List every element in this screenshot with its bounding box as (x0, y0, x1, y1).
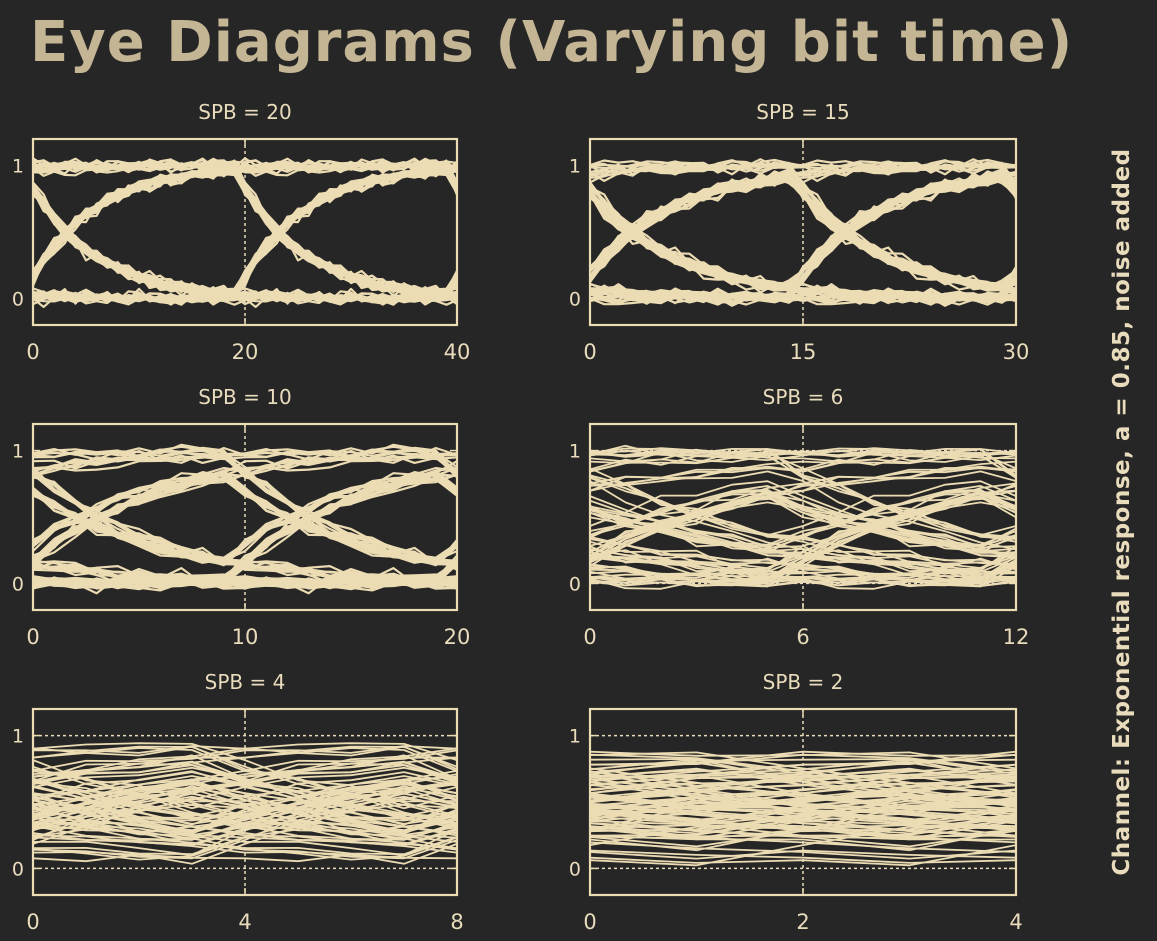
eye-trace (33, 490, 457, 583)
eye-trace (590, 789, 1016, 811)
y-tick-label: 1 (569, 441, 581, 463)
eye-trace (33, 291, 457, 308)
panel-title: SPB = 6 (763, 385, 844, 409)
eye-trace (590, 849, 1016, 860)
y-tick-label: 1 (12, 156, 24, 178)
eye-trace (590, 827, 1016, 852)
eye-trace (33, 167, 457, 295)
eye-trace (33, 783, 457, 834)
eye-trace (590, 750, 1016, 770)
y-tick-label: 1 (569, 726, 581, 748)
eye-trace (33, 771, 457, 824)
x-tick-label: 4 (1009, 910, 1022, 934)
eye-panel-20: SPB = 20 0 20 40 0 1 (12, 100, 470, 364)
y-tick-label: 1 (12, 441, 24, 463)
eye-trace (590, 454, 1016, 487)
panel-title: SPB = 4 (205, 670, 286, 694)
eye-trace (33, 781, 457, 836)
eye-trace (590, 485, 1016, 548)
eye-traces (33, 742, 457, 865)
y-tick-label: 0 (12, 858, 24, 880)
y-tick-label: 1 (569, 156, 581, 178)
eye-trace (33, 477, 457, 591)
y-tick-label: 0 (12, 288, 24, 310)
panel-title: SPB = 20 (198, 100, 291, 124)
x-tick-label: 0 (583, 910, 596, 934)
eye-trace (590, 501, 1016, 583)
eye-trace (590, 174, 1016, 292)
eye-trace (33, 780, 457, 849)
eye-trace (590, 796, 1016, 825)
x-tick-label: 8 (450, 910, 463, 934)
x-tick-label: 0 (26, 340, 39, 364)
eye-trace (33, 157, 457, 188)
eye-trace (590, 824, 1016, 852)
eye-trace (33, 159, 457, 186)
x-tick-label: 0 (583, 340, 596, 364)
x-tick-label: 6 (796, 625, 809, 649)
eye-panel-10: SPB = 10 0 10 20 0 1 (12, 385, 470, 649)
eye-trace (590, 451, 1016, 479)
eye-traces (590, 750, 1016, 867)
eye-trace (590, 467, 1016, 559)
x-tick-label: 12 (1003, 625, 1030, 649)
x-tick-label: 15 (790, 340, 817, 364)
panel-title: SPB = 2 (763, 670, 844, 694)
eye-trace (33, 185, 457, 306)
eye-trace (590, 825, 1016, 867)
x-tick-label: 2 (796, 910, 809, 934)
panel-title: SPB = 10 (198, 385, 291, 409)
x-tick-label: 0 (583, 625, 596, 649)
x-tick-label: 20 (232, 340, 259, 364)
eye-trace (33, 843, 457, 865)
eye-trace (590, 788, 1016, 811)
y-tick-label: 0 (12, 573, 24, 595)
y-tick-label: 0 (569, 288, 581, 310)
eye-trace (590, 792, 1016, 823)
eye-panel-4: SPB = 4 0 4 8 0 1 (12, 670, 464, 934)
eye-panel-2: SPB = 2 0 2 4 0 1 (569, 670, 1023, 934)
eye-trace (590, 849, 1016, 864)
eye-panel-6: SPB = 6 0 6 12 0 1 (569, 385, 1029, 649)
y-tick-label: 0 (569, 573, 581, 595)
x-tick-label: 10 (232, 625, 259, 649)
eye-panel-15: SPB = 15 0 15 30 0 1 (569, 100, 1029, 364)
y-tick-label: 1 (12, 726, 24, 748)
eye-trace (590, 177, 1016, 302)
eye-trace (590, 448, 1016, 537)
eye-trace (33, 792, 457, 850)
x-tick-label: 0 (26, 910, 39, 934)
x-tick-label: 30 (1003, 340, 1030, 364)
figure-title: Eye Diagrams (Varying bit time) (30, 10, 1074, 75)
x-tick-label: 20 (444, 625, 471, 649)
eye-trace (33, 776, 457, 833)
eye-trace (590, 278, 1016, 304)
eye-trace (590, 549, 1016, 586)
eye-trace (590, 812, 1016, 826)
x-tick-label: 4 (238, 910, 251, 934)
eye-trace (33, 159, 457, 295)
eye-trace (33, 745, 457, 772)
panel-title: SPB = 15 (756, 100, 849, 124)
eye-trace (33, 780, 457, 832)
x-tick-label: 40 (444, 340, 471, 364)
eye-trace (590, 170, 1016, 291)
x-tick-label: 0 (26, 625, 39, 649)
y-tick-label: 0 (569, 858, 581, 880)
